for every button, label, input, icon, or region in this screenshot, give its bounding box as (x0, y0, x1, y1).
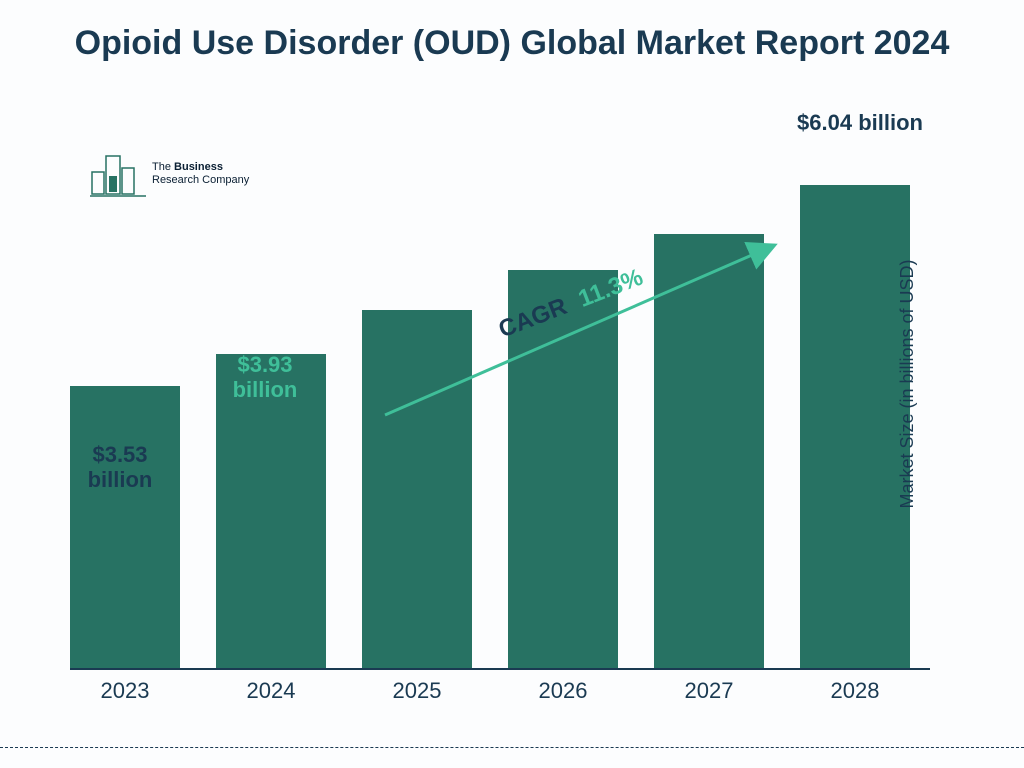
value-label: $6.04 billion (775, 110, 945, 135)
x-tick-label: 2026 (508, 678, 618, 704)
trend-arrow-icon (375, 230, 795, 430)
value-label: $3.53billion (55, 442, 185, 493)
x-tick-label: 2025 (362, 678, 472, 704)
x-tick-label: 2027 (654, 678, 764, 704)
chart-area: 202320242025202620272028 CAGR 11.3% $3.5… (70, 150, 930, 705)
cagr-arrow-group: CAGR 11.3% (375, 230, 795, 430)
bottom-divider (0, 747, 1024, 748)
x-tick-label: 2028 (800, 678, 910, 704)
value-label: $3.93billion (200, 352, 330, 403)
chart-title: Opioid Use Disorder (OUD) Global Market … (0, 0, 1024, 75)
x-tick-label: 2024 (216, 678, 326, 704)
bar (800, 185, 910, 668)
x-axis-labels: 2023 2024 2025 2026 2027 2028 (70, 674, 930, 704)
y-axis-label: Market Size (in billions of USD) (897, 259, 918, 508)
bar (70, 386, 180, 668)
x-tick-label: 2023 (70, 678, 180, 704)
